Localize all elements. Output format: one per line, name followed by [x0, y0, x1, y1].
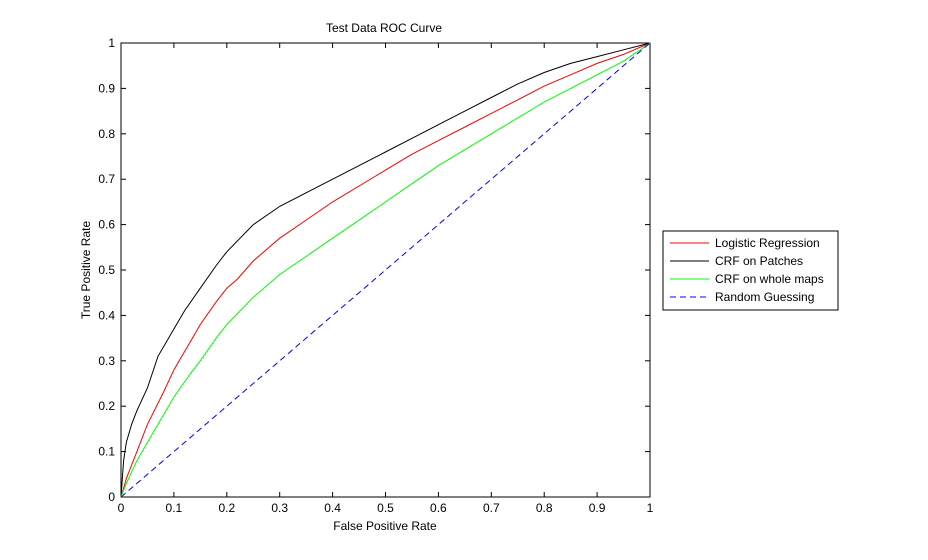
- y-tick-label: 0.1: [98, 445, 115, 459]
- x-tick-label: 1: [647, 501, 654, 515]
- x-tick-label: 0.9: [589, 501, 606, 515]
- axis-ticks: 0 0.1 0.2 0.3 0.4 0.5 0.6 0.7 0.8 0.9 1 0 0.1 0.2 0.3 0…: [98, 36, 653, 515]
- y-tick-label: 0.7: [98, 172, 115, 186]
- series-line-logistic-regression: [120, 42, 651, 498]
- y-tick-label: 0.4: [98, 308, 115, 322]
- series-line-random-guessing: [120, 42, 651, 498]
- legend-label: Logistic Regression: [715, 236, 820, 250]
- y-tick-label: 0.3: [98, 354, 115, 368]
- x-tick-label: 0.8: [536, 501, 553, 515]
- x-axis-label: False Positive Rate: [333, 519, 437, 533]
- y-tick-label: 0.5: [98, 263, 115, 277]
- series-line-crf-on-whole-maps: [120, 42, 651, 498]
- y-tick-label: 0.2: [98, 399, 115, 413]
- legend-label: Random Guessing: [715, 290, 814, 304]
- y-tick-label: 0.6: [98, 218, 115, 232]
- x-tick-label: 0.4: [324, 501, 341, 515]
- y-tick-label: 0.9: [98, 81, 115, 95]
- y-tick-label: 0: [108, 490, 115, 504]
- series-line-crf-on-patches: [120, 42, 651, 498]
- y-tick-label: 1: [108, 36, 115, 50]
- x-tick-label: 0: [118, 501, 125, 515]
- x-tick-label: 0.2: [218, 501, 235, 515]
- legend-label: CRF on Patches: [715, 254, 803, 268]
- legend-label: CRF on whole maps: [715, 272, 824, 286]
- chart-title: Test Data ROC Curve: [326, 21, 442, 35]
- x-tick-label: 0.5: [377, 501, 394, 515]
- legend: Logistic Regression CRF on Patches CRF on …: [662, 230, 839, 311]
- y-axis-label: True Positive Rate: [79, 221, 93, 320]
- x-tick-label: 0.6: [430, 501, 447, 515]
- y-tick-label: 0.8: [98, 127, 115, 141]
- series-lines: [120, 42, 651, 498]
- x-tick-label: 0.3: [271, 501, 288, 515]
- x-tick-label: 0.1: [166, 501, 183, 515]
- x-tick-label: 0.7: [483, 501, 500, 515]
